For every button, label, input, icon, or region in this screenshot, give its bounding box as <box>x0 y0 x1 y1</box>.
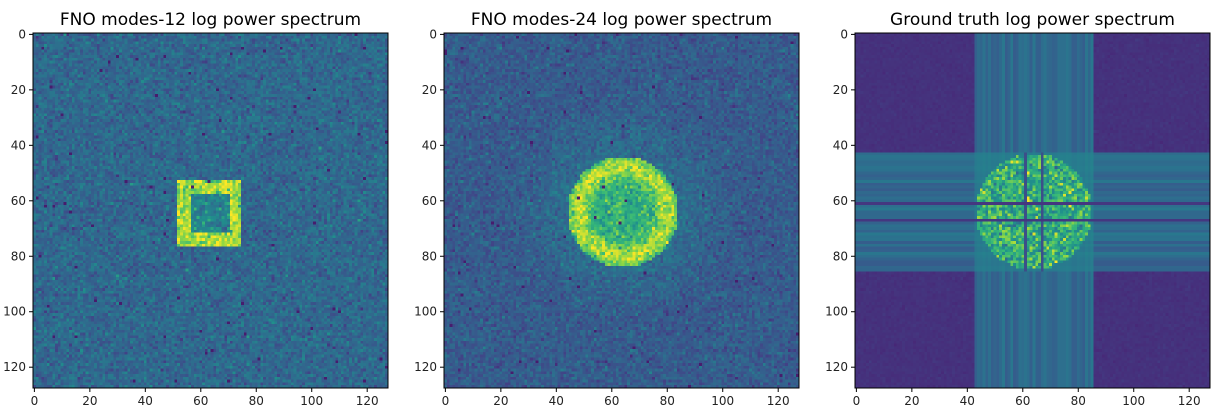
axes-frame <box>854 32 1211 389</box>
panel-title: FNO modes-12 log power spectrum <box>60 10 361 30</box>
y-tick-label: 100 <box>414 305 437 319</box>
x-tick-label: 0 <box>853 394 861 408</box>
x-tick-label: 120 <box>356 394 379 408</box>
y-tick-label: 40 <box>422 138 437 152</box>
y-tick-label: 40 <box>11 138 26 152</box>
x-tick-label: 40 <box>138 394 153 408</box>
x-tick-label: 60 <box>193 394 208 408</box>
y-tick-label: 40 <box>833 138 848 152</box>
y-tick-label: 100 <box>3 305 26 319</box>
x-tick-label: 60 <box>604 394 619 408</box>
y-tick-label: 120 <box>414 360 437 374</box>
x-tick-label: 40 <box>960 394 975 408</box>
panel-3: Ground truth log power spectrum 0 20 40 60 80… <box>825 10 1211 408</box>
y-tick-label: 80 <box>422 249 437 263</box>
x-tick-label: 80 <box>249 394 264 408</box>
y-tick-label: 60 <box>833 194 848 208</box>
x-tick-label: 120 <box>767 394 790 408</box>
x-tick-label: 100 <box>711 394 734 408</box>
x-tick-label: 20 <box>904 394 919 408</box>
axes-frame <box>443 32 800 389</box>
y-tick-label: 0 <box>840 27 848 41</box>
panel-title: FNO modes-24 log power spectrum <box>471 10 772 30</box>
y-tick-label: 60 <box>11 194 26 208</box>
y-tick-label: 100 <box>825 305 848 319</box>
x-tick-label: 0 <box>31 394 39 408</box>
x-tick-label: 0 <box>442 394 450 408</box>
x-tick-label: 40 <box>549 394 564 408</box>
panel-2: FNO modes-24 log power spectrum 0 20 40 60 80… <box>414 10 800 408</box>
y-tick-label: 0 <box>18 27 26 41</box>
panel-title: Ground truth log power spectrum <box>890 10 1175 30</box>
y-tick-label: 80 <box>11 249 26 263</box>
panel-1: FNO modes-12 log power spectrum 0 20 40 60 80… <box>3 10 389 408</box>
x-tick-label: 100 <box>300 394 323 408</box>
x-tick-label: 20 <box>493 394 508 408</box>
x-tick-label: 80 <box>1071 394 1086 408</box>
x-tick-label: 120 <box>1178 394 1201 408</box>
y-tick-label: 0 <box>429 27 437 41</box>
heatmap-image <box>855 33 1210 388</box>
x-tick-label: 60 <box>1015 394 1030 408</box>
y-tick-label: 80 <box>833 249 848 263</box>
x-tick-label: 80 <box>660 394 675 408</box>
y-tick-label: 20 <box>422 83 437 97</box>
y-tick-label: 120 <box>3 360 26 374</box>
axes-frame <box>32 32 389 389</box>
y-tick-label: 20 <box>833 83 848 97</box>
y-tick-label: 60 <box>422 194 437 208</box>
x-tick-label: 100 <box>1122 394 1145 408</box>
heatmap-image <box>444 33 799 388</box>
heatmap-image <box>33 33 388 388</box>
x-tick-label: 20 <box>82 394 97 408</box>
y-tick-label: 20 <box>11 83 26 97</box>
y-tick-label: 120 <box>825 360 848 374</box>
